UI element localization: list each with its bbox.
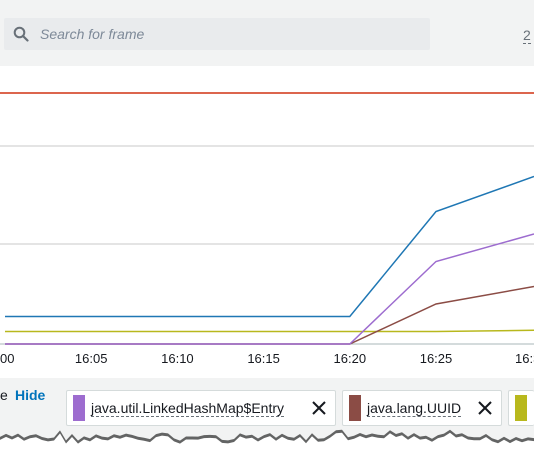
- x-tick-label: 16:20: [334, 351, 367, 366]
- close-icon[interactable]: [478, 401, 492, 415]
- torn-edge: [0, 429, 534, 462]
- series-line-2: [5, 285, 534, 345]
- series-line-0: [5, 175, 534, 318]
- legend-label[interactable]: java.util.LinkedHashMap$Entry: [91, 400, 284, 417]
- hide-link[interactable]: Hide: [15, 387, 46, 403]
- legend-label[interactable]: java.lang.UUID: [367, 400, 462, 417]
- close-icon[interactable]: [312, 401, 326, 415]
- legend-item-uuid: java.lang.UUID: [342, 390, 502, 426]
- search-icon: [13, 26, 29, 42]
- legend-swatch: [349, 395, 361, 421]
- x-tick-label: 16:10: [161, 351, 194, 366]
- series-layer: [5, 175, 534, 345]
- x-tick-label: 00: [0, 351, 14, 366]
- gridlines: [0, 145, 534, 345]
- x-tick-label: 16:25: [420, 351, 453, 366]
- legend-swatch: [515, 395, 527, 421]
- x-tick-label: 16:05: [75, 351, 108, 366]
- series-line-1: [5, 233, 534, 345]
- legend-item-partial: [508, 390, 534, 426]
- search-box[interactable]: [4, 18, 430, 50]
- legend-item-linkedhashmap-entry: java.util.LinkedHashMap$Entry: [66, 390, 336, 426]
- frame-count: 2: [523, 27, 531, 44]
- x-tick-label: 16:15: [247, 351, 280, 366]
- toolbar: 2: [0, 0, 534, 66]
- legend-swatch: [73, 395, 85, 421]
- chart: 00 16:05 16:10 16:15 16:20 16:25 16:3: [0, 92, 534, 366]
- legend-partial-text: e: [0, 387, 8, 403]
- x-tick-label: 16:3: [515, 351, 534, 366]
- series-line-3: [5, 329, 534, 333]
- x-axis-ticks: 00 16:05 16:10 16:15 16:20 16:25 16:3: [0, 351, 534, 366]
- search-input[interactable]: [40, 24, 420, 44]
